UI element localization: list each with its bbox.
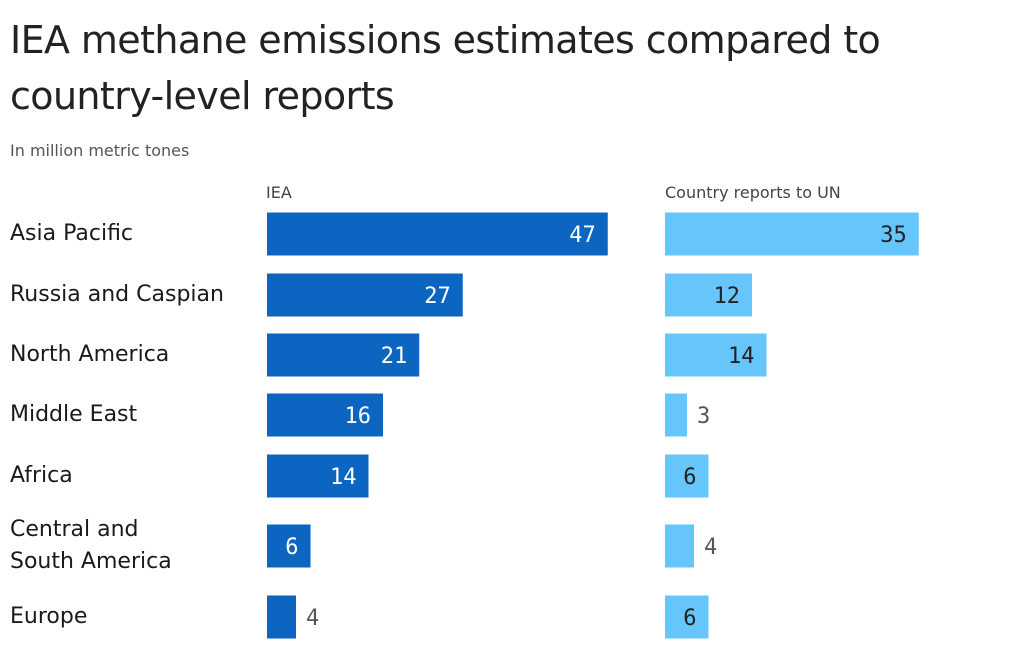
value-label-un: 4 [704,535,717,560]
value-label-un: 6 [683,606,696,631]
category-label: Central and South America [10,514,260,578]
category-label: Africa [10,460,260,492]
bar-iea [267,273,463,317]
value-label-un: 6 [683,465,696,490]
bar-un [665,595,709,639]
category-label: Europe [10,601,260,633]
category-label-line: Middle East [10,402,138,427]
value-label-iea: 6 [285,535,298,560]
value-label-iea: 4 [306,606,319,631]
bar-un [665,212,919,256]
bar-iea [267,333,420,377]
value-label-un: 14 [728,344,755,369]
bar-un [665,393,687,437]
category-label-line: Asia Pacific [10,221,134,246]
category-label-line: Africa [10,463,73,488]
chart-subtitle: In million metric tones [10,141,190,160]
bar-un [665,333,767,377]
series-header-country-reports: Country reports to UN [665,183,841,202]
bar-iea [267,393,383,437]
bar-un [665,524,694,568]
category-label: Asia Pacific [10,218,260,250]
bar-un [665,273,752,317]
value-label-un: 3 [697,404,710,429]
bar-iea [267,212,608,256]
category-label-line: Central and [10,517,139,542]
value-label-iea: 16 [345,404,372,429]
category-label: Middle East [10,399,260,431]
series-header-iea: IEA [266,183,292,202]
value-label-un: 35 [880,223,907,248]
category-label-line: Europe [10,604,88,629]
value-label-iea: 47 [569,223,596,248]
category-label-line: Russia and Caspian [10,282,224,307]
value-label-iea: 21 [381,344,408,369]
category-label-line: South America [10,549,172,574]
bar-iea [267,595,296,639]
chart-title: IEA methane emissions estimates compared… [10,18,881,118]
value-label-un: 12 [714,284,741,309]
value-label-iea: 14 [330,465,357,490]
bar-iea [267,454,369,498]
bar-iea [267,524,311,568]
category-label: Russia and Caspian [10,279,260,311]
category-label-line: North America [10,342,170,367]
category-label: North America [10,339,260,371]
bar-un [665,454,709,498]
value-label-iea: 27 [424,284,451,309]
